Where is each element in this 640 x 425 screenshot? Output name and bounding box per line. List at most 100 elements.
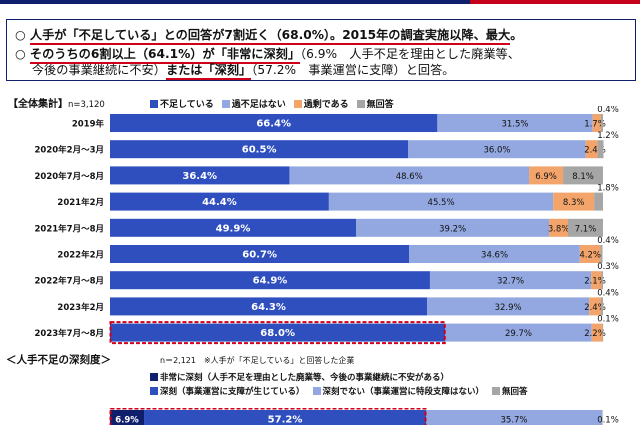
bar-segment [445, 323, 592, 342]
category-label: 2021年2月 [57, 197, 104, 208]
severity-data-label: 6.9% [115, 416, 139, 425]
severity-data-label: 35.7% [501, 416, 528, 425]
severity-data-label: 57.2% [268, 415, 303, 425]
legend-item-0: 不足している [150, 97, 214, 110]
legend-label-0: 不足している [160, 100, 214, 110]
bar-data-label: 68.0% [260, 328, 295, 339]
bar-segment [110, 114, 438, 132]
bar-data-label: 31.5% [501, 120, 528, 130]
bar-data-label: 36.4% [182, 171, 217, 182]
bar-data-label: 8.3% [563, 198, 585, 208]
bar-segment [549, 218, 568, 237]
bar-data-label: 64.3% [251, 302, 286, 313]
bar-segment [110, 297, 427, 316]
bar-segment [601, 114, 603, 132]
headline-line-3: 今後の事業継続に不安）または「深刻」（57.2% 事業運営に支障）と回答。 [15, 60, 455, 80]
bar-segment [110, 140, 409, 159]
bar-segment [567, 218, 603, 237]
bar-data-label: 1.2% [597, 131, 619, 141]
legend-swatch-1 [221, 99, 230, 108]
severity-segment [110, 410, 145, 425]
bar-segment [110, 192, 329, 211]
bar-data-label: 49.9% [216, 223, 251, 234]
bar-segment [429, 271, 592, 290]
bar-segment [601, 297, 603, 316]
bar-data-label: 2.4% [584, 303, 606, 313]
bar-data-label: 60.5% [242, 145, 277, 156]
legend-item-2: 過剰である [293, 97, 349, 110]
top-rule-accent [470, 0, 640, 4]
sub-legend-2-swatch-0 [150, 387, 158, 395]
severity-bar-chart: 6.9% 57.2% 35.7% 0.1% [109, 408, 619, 425]
bar-data-label: 32.7% [497, 277, 524, 287]
sub-legend-2-label-0: 深刻（事業運営に支障が生じている） [160, 387, 305, 397]
highlight-outline [109, 321, 446, 345]
headline-record-text: 。2015年の調査実施以降、最大 [330, 28, 511, 45]
bar-segment [328, 192, 554, 211]
bar-data-label: 3.8% [548, 224, 570, 234]
section-title: 【全体集計】n=3,120 [8, 99, 105, 110]
headline-severity-note: （6.9% 人手不足を理由とした廃業等、 [300, 47, 520, 61]
bar-data-label: 45.5% [428, 198, 455, 208]
bar-segment [601, 271, 603, 290]
bar-data-label: 34.6% [481, 251, 508, 261]
bar-data-label: 60.7% [242, 250, 277, 261]
category-label: 2021年7月～8月 [35, 223, 105, 234]
bar-segment [110, 245, 410, 263]
bar-data-label: 2.4% [584, 146, 606, 156]
headline-shortage-text: 人手が「不足している」との回答が7割近く（68.0%） [29, 28, 331, 45]
headline-serious-note: （57.2% 事業運営に支障）と回答。 [251, 63, 455, 77]
bar-segment [591, 323, 603, 342]
bar-data-label: 8.1% [572, 172, 594, 182]
headline-line-2: ○ そのうちの6割以上（64.1%）が「非常に深刻」（6.9% 人手不足を理由と… [15, 44, 520, 64]
bar-data-label: 1.7% [584, 120, 606, 130]
legend-swatch-3 [356, 99, 365, 108]
chart-legend: 不足している 過不足はない 過剰である 無回答 [150, 97, 402, 110]
bar-segment [602, 323, 604, 342]
bar-segment [592, 114, 602, 132]
bar-segment [529, 166, 564, 185]
bar-data-label: 0.4% [597, 236, 619, 246]
sub-n-label: n＝2,121 ※人手が「不足している」と回答した企業 [160, 356, 355, 365]
bar-data-label: 4.2% [579, 251, 601, 261]
bar-segment [289, 166, 530, 185]
bar-data-label: 2.2% [584, 329, 606, 339]
headline-box: ○ 人手が「不足している」との回答が7割近く（68.0%）。2015年の調査実施… [6, 19, 636, 81]
section-n: n=3,120 [68, 100, 105, 110]
sub-legend-swatch-0 [150, 373, 158, 381]
bar-data-label: 0.4% [597, 106, 619, 115]
bar-data-label: 32.9% [495, 303, 522, 313]
category-label: 2020年2月～3月 [35, 145, 105, 156]
severity-highlight-outline [109, 408, 427, 425]
bar-segment [589, 297, 602, 316]
category-label: 2020年7月～8月 [35, 171, 105, 182]
bar-data-label: 0.1% [597, 315, 619, 325]
bar-segment [585, 140, 598, 159]
bar-segment [597, 140, 604, 159]
legend-item-3: 無回答 [356, 97, 394, 110]
sub-title: ＜人手不足の深刻度＞ [6, 354, 111, 366]
headline-period: 。 [510, 28, 523, 42]
category-label: 2023年7月～8月 [35, 328, 105, 339]
bar-data-label: 2.1% [584, 277, 606, 287]
category-label: 2022年7月～8月 [35, 276, 105, 287]
bar-data-label: 36.0% [483, 146, 510, 156]
bar-data-label: 48.6% [396, 172, 423, 182]
bar-segment [110, 271, 430, 290]
bar-data-label: 29.7% [505, 329, 532, 339]
bar-data-label: 64.9% [253, 276, 288, 287]
bar-data-label: 39.2% [439, 224, 466, 234]
sub-legend-2-item-0: 深刻（事業運営に支障が生じている） [150, 385, 305, 397]
bar-segment [110, 323, 446, 342]
legend-label-2: 過剰である [303, 100, 349, 110]
bar-segment [409, 245, 580, 263]
bar-segment [600, 245, 603, 263]
sub-legend-label-0: 非常に深刻（人手不足を理由とした廃業等、今後の事業継続に不安がある） [160, 373, 450, 383]
legend-label-1: 過不足はない [231, 100, 286, 110]
bar-data-label: 1.8% [597, 184, 619, 194]
category-label: 2019年 [72, 119, 105, 130]
severity-segment [602, 410, 603, 425]
sub-legend-item-0: 非常に深刻（人手不足を理由とした廃業等、今後の事業継続に不安がある） [150, 371, 449, 383]
sub-legend-2-swatch-1 [312, 387, 321, 395]
bar-segment [553, 192, 595, 211]
